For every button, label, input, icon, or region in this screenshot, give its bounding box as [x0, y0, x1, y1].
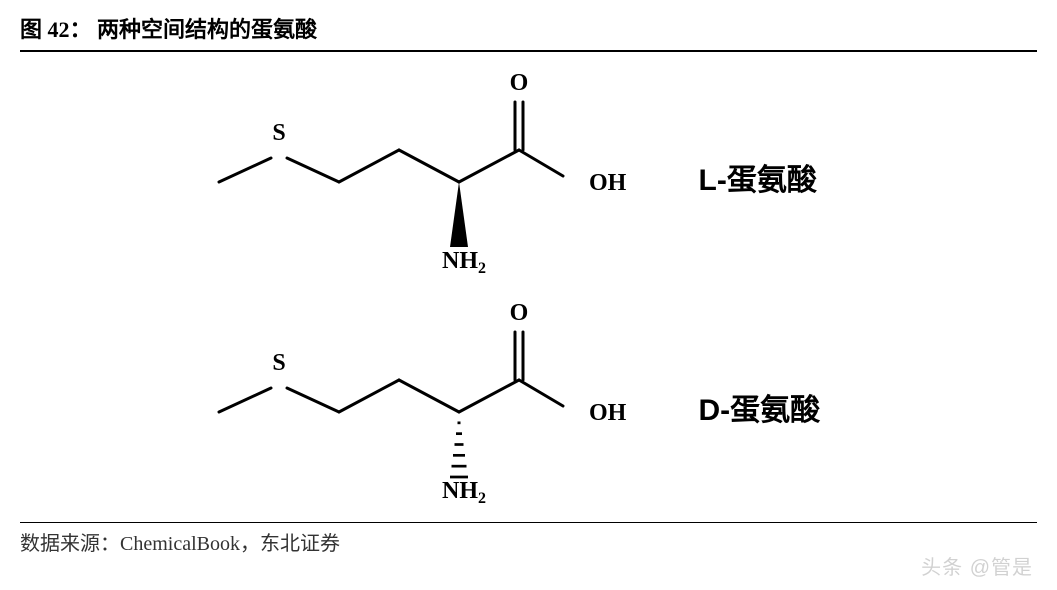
svg-text:NH2: NH2	[442, 248, 486, 277]
label-l: L-蛋氨酸	[699, 155, 879, 199]
fig-number: 42	[48, 17, 70, 42]
svg-text:S: S	[272, 350, 285, 376]
svg-text:S: S	[272, 120, 285, 146]
source-prefix: 数据来源：	[20, 533, 120, 555]
source-line: 数据来源：ChemicalBook，东北证券	[20, 523, 1037, 556]
svg-text:NH2: NH2	[442, 478, 486, 507]
fig-prefix: 图	[20, 17, 48, 42]
svg-text:O: O	[509, 302, 528, 326]
svg-text:OH: OH	[589, 400, 627, 426]
figure-area: S O OH NH2 L-蛋氨酸 S O OH NH2 D-蛋氨酸	[20, 52, 1037, 522]
svg-text:OH: OH	[589, 170, 627, 196]
source-value: ChemicalBook，东北证券	[120, 533, 340, 555]
label-d: D-蛋氨酸	[699, 385, 879, 429]
svg-text:O: O	[509, 72, 528, 96]
fig-sep: ：	[70, 17, 92, 42]
row-l: S O OH NH2 L-蛋氨酸	[179, 72, 879, 282]
row-d: S O OH NH2 D-蛋氨酸	[179, 302, 879, 512]
figure-title: 图 42： 两种空间结构的蛋氨酸	[20, 12, 1037, 50]
structure-l-methionine: S O OH NH2	[179, 72, 639, 282]
watermark: 头条 @管是	[921, 551, 1033, 580]
fig-caption: 两种空间结构的蛋氨酸	[97, 17, 317, 42]
structure-d-methionine: S O OH NH2	[179, 302, 639, 512]
